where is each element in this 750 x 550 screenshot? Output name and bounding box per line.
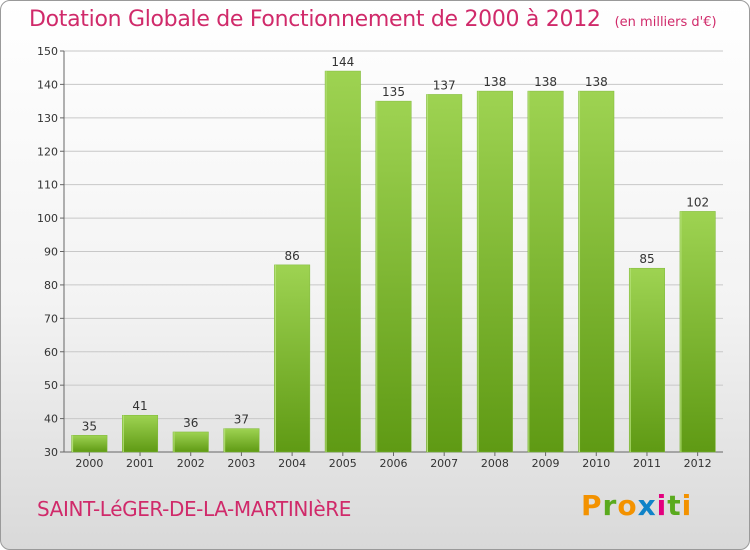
x-tick-label-2008: 2008 bbox=[481, 457, 509, 470]
bar-2000 bbox=[71, 435, 108, 453]
y-tick-label: 40 bbox=[44, 413, 58, 426]
y-tick-label: 150 bbox=[37, 45, 58, 58]
proxiti-logo: Proxiti bbox=[581, 489, 692, 522]
commune-name: SAINT-LéGER-DE-LA-MARTINIèRE bbox=[37, 497, 352, 521]
chart-title: Dotation Globale de Fonctionnement de 20… bbox=[29, 7, 717, 32]
y-tick-label: 80 bbox=[44, 279, 58, 292]
value-label-2010: 138 bbox=[585, 75, 608, 89]
logo-letter: P bbox=[581, 489, 603, 522]
value-label-2007: 137 bbox=[433, 78, 456, 92]
logo-letter: t bbox=[667, 489, 682, 522]
x-tick-label-2012: 2012 bbox=[684, 457, 712, 470]
y-tick-label: 60 bbox=[44, 346, 58, 359]
logo-letter: i bbox=[681, 489, 693, 522]
x-tick-label-2003: 2003 bbox=[227, 457, 255, 470]
x-tick-label-2009: 2009 bbox=[532, 457, 560, 470]
value-label-2001: 41 bbox=[132, 399, 147, 413]
y-tick-label: 120 bbox=[37, 145, 58, 158]
y-tick-label: 50 bbox=[44, 379, 58, 392]
title-text: Dotation Globale de Fonctionnement de 20… bbox=[29, 7, 601, 32]
x-tick-label-2007: 2007 bbox=[430, 457, 458, 470]
value-label-2009: 138 bbox=[534, 75, 557, 89]
y-tick-label: 30 bbox=[44, 446, 58, 459]
value-label-2000: 35 bbox=[82, 419, 97, 433]
y-tick-label: 100 bbox=[37, 212, 58, 225]
value-label-2012: 102 bbox=[686, 195, 709, 209]
bar-2008 bbox=[476, 90, 513, 453]
logo-letter: o bbox=[617, 489, 638, 522]
labels: 30 40 50 60 70 80 90 100 110 120 130 140 150 35 2000 41… bbox=[37, 45, 712, 470]
logo-letter: x bbox=[637, 489, 657, 522]
x-tick-label-2004: 2004 bbox=[278, 457, 306, 470]
subtitle-text: (en milliers d'€) bbox=[614, 15, 717, 30]
value-label-2008: 138 bbox=[483, 75, 506, 89]
bar-2009 bbox=[527, 90, 564, 453]
value-label-2004: 86 bbox=[284, 249, 299, 263]
y-tick-label: 70 bbox=[44, 312, 58, 325]
bar-2010 bbox=[578, 90, 615, 453]
value-label-2003: 37 bbox=[234, 413, 249, 427]
bars bbox=[71, 70, 716, 453]
y-tick-label: 130 bbox=[37, 112, 58, 125]
bar-2004 bbox=[274, 264, 311, 453]
x-tick-label-2000: 2000 bbox=[75, 457, 103, 470]
y-tick-label: 110 bbox=[37, 179, 58, 192]
bar-2001 bbox=[122, 414, 159, 453]
bar-2005 bbox=[324, 70, 361, 453]
x-tick-label-2001: 2001 bbox=[126, 457, 154, 470]
y-tick-label: 90 bbox=[44, 246, 58, 259]
value-label-2002: 36 bbox=[183, 416, 198, 430]
logo-letter: r bbox=[602, 489, 618, 522]
x-tick-label-2010: 2010 bbox=[582, 457, 610, 470]
bar-2007 bbox=[426, 94, 463, 453]
x-tick-label-2005: 2005 bbox=[329, 457, 357, 470]
value-label-2011: 85 bbox=[639, 252, 654, 266]
x-tick-label-2002: 2002 bbox=[177, 457, 205, 470]
x-tick-label-2011: 2011 bbox=[633, 457, 661, 470]
bar-2003 bbox=[223, 428, 260, 453]
bar-2012 bbox=[679, 211, 716, 453]
value-label-2005: 144 bbox=[331, 55, 354, 69]
value-label-2006: 135 bbox=[382, 85, 405, 99]
bar-2006 bbox=[375, 100, 412, 453]
x-tick-label-2006: 2006 bbox=[380, 457, 408, 470]
logo-letter: i bbox=[656, 489, 668, 522]
bar-2002 bbox=[172, 431, 209, 453]
y-tick-label: 140 bbox=[37, 78, 58, 91]
bar-2011 bbox=[628, 267, 665, 453]
